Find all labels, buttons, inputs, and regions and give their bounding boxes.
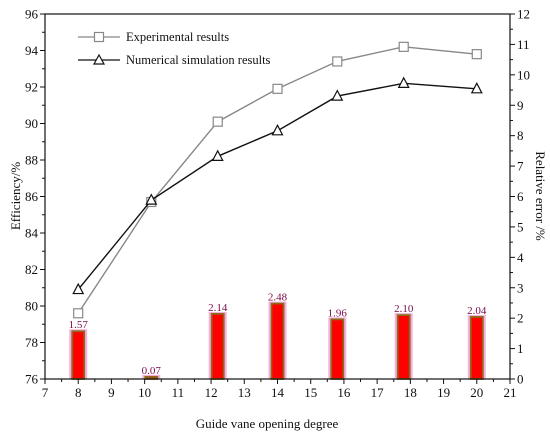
legend-experimental-label: Experimental results	[126, 30, 229, 44]
error-bars-series: 1.57 0.07 2.14 2.48 1.96 2.10 2.04	[69, 292, 487, 380]
bar	[270, 302, 285, 380]
y-right-tick-label: 3	[517, 280, 524, 295]
experimental-point	[332, 56, 343, 67]
y-left-tick-label: 82	[25, 262, 38, 277]
simulation-point	[271, 124, 284, 136]
experimental-point	[73, 308, 84, 319]
bar-value-label: 2.14	[208, 302, 228, 314]
x-tick-label: 13	[238, 385, 251, 400]
y-right-tick-label: 0	[517, 372, 524, 387]
simulation-point	[72, 282, 85, 295]
legend-simulation-marker	[92, 53, 106, 65]
x-tick-label: 10	[138, 385, 151, 400]
y-right-axis-title: Relative error /%	[533, 151, 548, 241]
y-left-tick-label: 94	[25, 43, 39, 58]
y-left-tick-label: 96	[25, 7, 39, 22]
legend-simulation-label: Numerical simulation results	[126, 53, 271, 67]
bar-value-label: 1.96	[328, 307, 348, 319]
bar	[469, 316, 484, 380]
y-right-tick-label: 9	[517, 98, 524, 113]
legend: Experimental results Numerical simulatio…	[78, 30, 271, 67]
x-tick-label: 15	[304, 385, 317, 400]
y-right-tick-label: 6	[517, 189, 524, 204]
bar-value-label: 2.10	[394, 303, 414, 315]
y-right-tick-label: 12	[517, 7, 530, 22]
x-axis-title: Guide vane opening degree	[196, 416, 339, 431]
efficiency-lines	[72, 41, 483, 319]
x-tick-label: 21	[504, 385, 517, 400]
y-right-tick-label: 1	[517, 341, 524, 356]
y-right-tick-label: 8	[517, 128, 524, 143]
simulation-point	[397, 76, 410, 88]
bar-value-label: 2.48	[268, 292, 288, 304]
x-tick-label: 12	[205, 385, 218, 400]
y-right-tick-label: 4	[517, 250, 524, 265]
simulation-point	[470, 82, 483, 94]
y-left-axis-title: Efficiency/%	[8, 162, 23, 231]
x-tick-label: 19	[437, 385, 450, 400]
axes: 7 8 9 10 11 12 13 14 15 16 17 18 19 20 217678808284868…	[25, 7, 530, 401]
bar	[396, 314, 411, 380]
y-left-tick-label: 78	[25, 335, 38, 350]
experimental-point	[272, 83, 283, 94]
x-tick-label: 7	[42, 385, 49, 400]
experimental-point	[398, 41, 409, 52]
bar-value-label: 2.04	[467, 305, 487, 317]
x-tick-label: 18	[404, 385, 417, 400]
experimental-point	[212, 116, 223, 127]
bar	[330, 318, 345, 380]
bar-value-label: 0.07	[142, 365, 162, 377]
y-right-tick-label: 11	[517, 37, 530, 52]
simulation-point	[145, 193, 158, 205]
y-left-tick-label: 80	[25, 299, 38, 314]
y-right-tick-label: 7	[517, 159, 524, 174]
y-left-tick-label: 88	[25, 153, 38, 168]
simulation-point	[331, 89, 344, 101]
y-right-tick-label: 10	[517, 67, 530, 82]
y-left-tick-label: 86	[25, 189, 39, 204]
y-left-tick-label: 84	[25, 226, 39, 241]
bar	[210, 313, 225, 380]
y-left-tick-label: 92	[25, 80, 38, 95]
y-left-tick-label: 76	[25, 372, 39, 387]
x-tick-label: 9	[108, 385, 115, 400]
x-tick-label: 16	[337, 385, 351, 400]
x-tick-label: 8	[75, 385, 82, 400]
x-tick-label: 17	[371, 385, 385, 400]
x-tick-label: 14	[271, 385, 285, 400]
bar-value-label: 1.57	[69, 319, 89, 331]
x-tick-label: 20	[470, 385, 483, 400]
x-tick-label: 11	[172, 385, 185, 400]
experimental-point	[471, 49, 482, 60]
y-right-tick-label: 5	[517, 219, 524, 234]
y-left-tick-label: 90	[25, 116, 38, 131]
legend-experimental-marker	[93, 31, 105, 43]
bar	[71, 330, 86, 380]
y-right-tick-label: 2	[517, 311, 524, 326]
simulation-point	[211, 149, 224, 161]
